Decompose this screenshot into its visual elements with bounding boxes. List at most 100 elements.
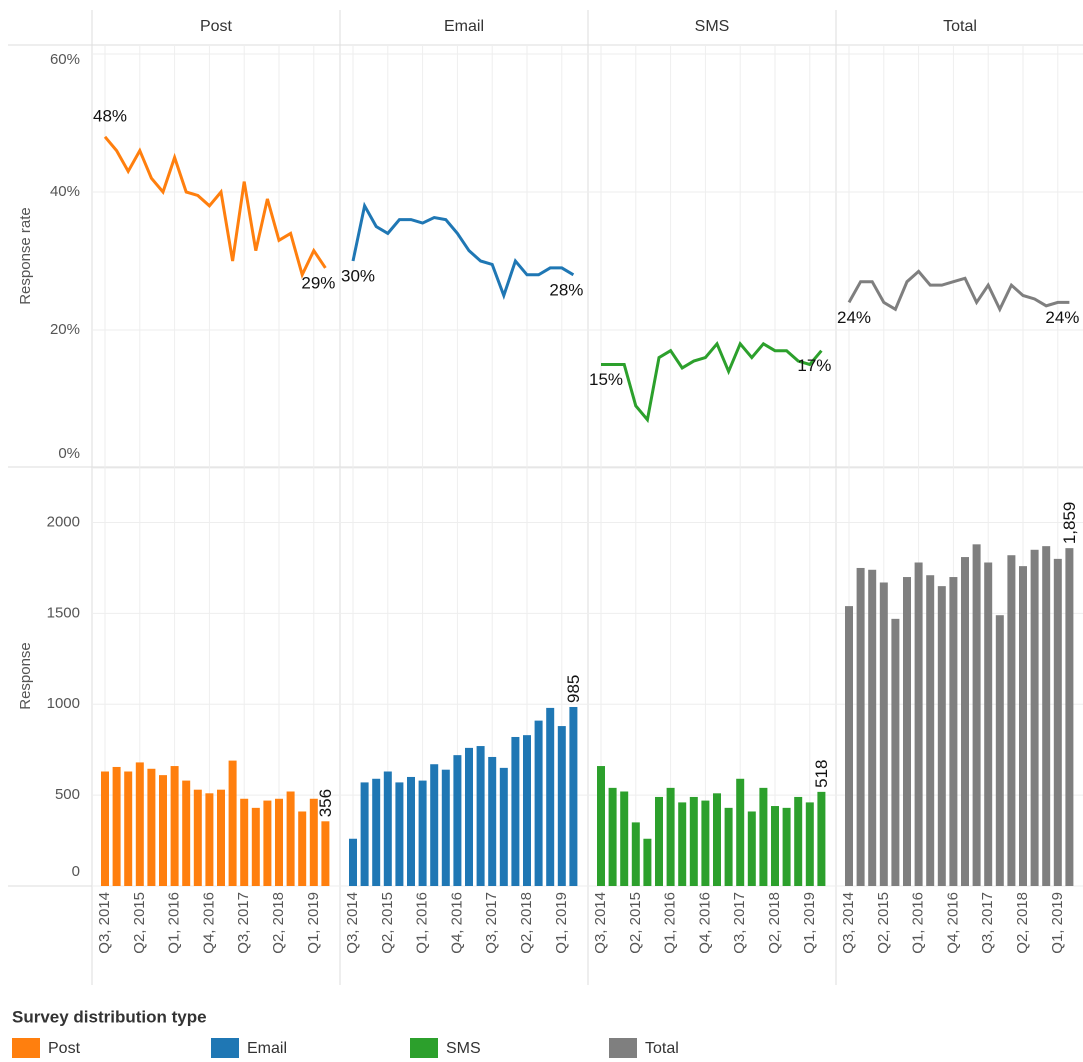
- bar: [984, 562, 993, 886]
- bar: [383, 771, 392, 886]
- bar: [1019, 566, 1027, 886]
- x-tick-label: Q3, 2014: [840, 892, 857, 954]
- legend-label: Post: [48, 1040, 81, 1057]
- y-tick-label: 20%: [50, 321, 80, 338]
- bar: [972, 544, 981, 886]
- bar: [465, 747, 473, 886]
- legend-label: Total: [645, 1040, 679, 1057]
- x-tick-label: Q2, 2015: [131, 892, 148, 954]
- x-tick-label: Q1, 2016: [414, 892, 431, 954]
- bar: [914, 562, 923, 886]
- bar: [251, 807, 260, 886]
- data-label: 30%: [341, 266, 375, 285]
- x-tick-label: Q2, 2018: [1014, 892, 1031, 954]
- x-tick-label: Q4, 2016: [448, 892, 465, 954]
- bar: [135, 762, 144, 886]
- bar: [1030, 549, 1039, 886]
- bar: [263, 800, 272, 886]
- bar: [701, 800, 710, 886]
- bar: [159, 775, 167, 886]
- data-label: 24%: [837, 308, 871, 327]
- y-tick-label: 1500: [47, 604, 80, 621]
- bar: [499, 767, 508, 886]
- bar: [298, 811, 307, 886]
- y-tick-label: 2000: [47, 513, 80, 530]
- bar: [961, 557, 969, 886]
- legend-swatch: [609, 1038, 637, 1058]
- legend-swatch: [410, 1038, 438, 1058]
- line: [103, 135, 327, 280]
- bar: [407, 776, 415, 886]
- x-tick-label: Q1, 2019: [305, 892, 322, 954]
- data-label: 29%: [301, 273, 335, 292]
- bar: [666, 787, 675, 886]
- y-axis-label: Response rate: [17, 207, 34, 305]
- legend-title: Survey distribution type: [12, 1007, 207, 1026]
- bar: [724, 807, 733, 886]
- bar: [678, 802, 687, 886]
- data-label: 15%: [589, 370, 623, 389]
- bar: [868, 569, 877, 886]
- bar: [608, 787, 617, 886]
- bar: [620, 791, 629, 886]
- bar: [655, 796, 663, 886]
- y-tick-label: 500: [55, 786, 80, 803]
- bar: [372, 778, 381, 886]
- bar: [453, 755, 462, 886]
- bar: [926, 575, 935, 886]
- bar: [240, 798, 249, 886]
- bar: [217, 789, 225, 886]
- x-tick-label: Q2, 2018: [518, 892, 535, 954]
- bar: [747, 811, 756, 886]
- bar: [205, 793, 214, 886]
- x-tick-label: Q2, 2018: [270, 892, 287, 954]
- bar: [534, 720, 543, 886]
- bar: [275, 798, 283, 886]
- bar: [488, 756, 497, 886]
- panel-header: Post: [200, 18, 233, 35]
- panel-header: Email: [444, 18, 484, 35]
- x-tick-label: Q1, 2016: [910, 892, 927, 954]
- bar: [430, 764, 439, 886]
- legend-label: SMS: [446, 1040, 481, 1057]
- bar: [937, 586, 946, 886]
- x-tick-label: Q2, 2015: [379, 892, 396, 954]
- bar: [286, 791, 295, 886]
- data-label: 356: [316, 789, 335, 817]
- legend-label: Email: [247, 1040, 287, 1057]
- bar: [949, 577, 958, 886]
- bar: [631, 822, 640, 886]
- bar: [1053, 558, 1062, 886]
- y-tick-label: 0%: [58, 445, 80, 462]
- bar: [1042, 546, 1051, 886]
- bar: [759, 787, 768, 886]
- x-tick-label: Q3, 2014: [96, 892, 113, 954]
- y-tick-label: 40%: [50, 183, 80, 200]
- legend-swatch: [12, 1038, 40, 1058]
- x-tick-label: Q4, 2016: [696, 892, 713, 954]
- bar: [321, 821, 330, 886]
- line: [847, 269, 1070, 313]
- panel-header: Total: [943, 18, 977, 35]
- x-tick-label: Q1, 2016: [166, 892, 183, 954]
- x-tick-label: Q3, 2014: [592, 892, 609, 954]
- legend-swatch: [211, 1038, 239, 1058]
- x-tick-label: Q2, 2015: [875, 892, 892, 954]
- bar: [1065, 548, 1074, 886]
- data-label: 24%: [1045, 308, 1079, 327]
- bar: [193, 789, 202, 886]
- x-tick-label: Q3, 2017: [731, 892, 748, 954]
- y-tick-label: 60%: [50, 51, 80, 68]
- bar: [805, 802, 814, 886]
- bar: [856, 567, 865, 886]
- data-label: 48%: [93, 106, 127, 125]
- x-tick-label: Q1, 2019: [553, 892, 570, 954]
- data-label: 985: [564, 675, 583, 703]
- bar: [182, 780, 191, 886]
- bar: [228, 760, 237, 886]
- bar: [903, 577, 911, 886]
- y-tick-label: 0: [72, 863, 80, 880]
- x-tick-label: Q3, 2017: [483, 892, 500, 954]
- bar: [771, 806, 779, 886]
